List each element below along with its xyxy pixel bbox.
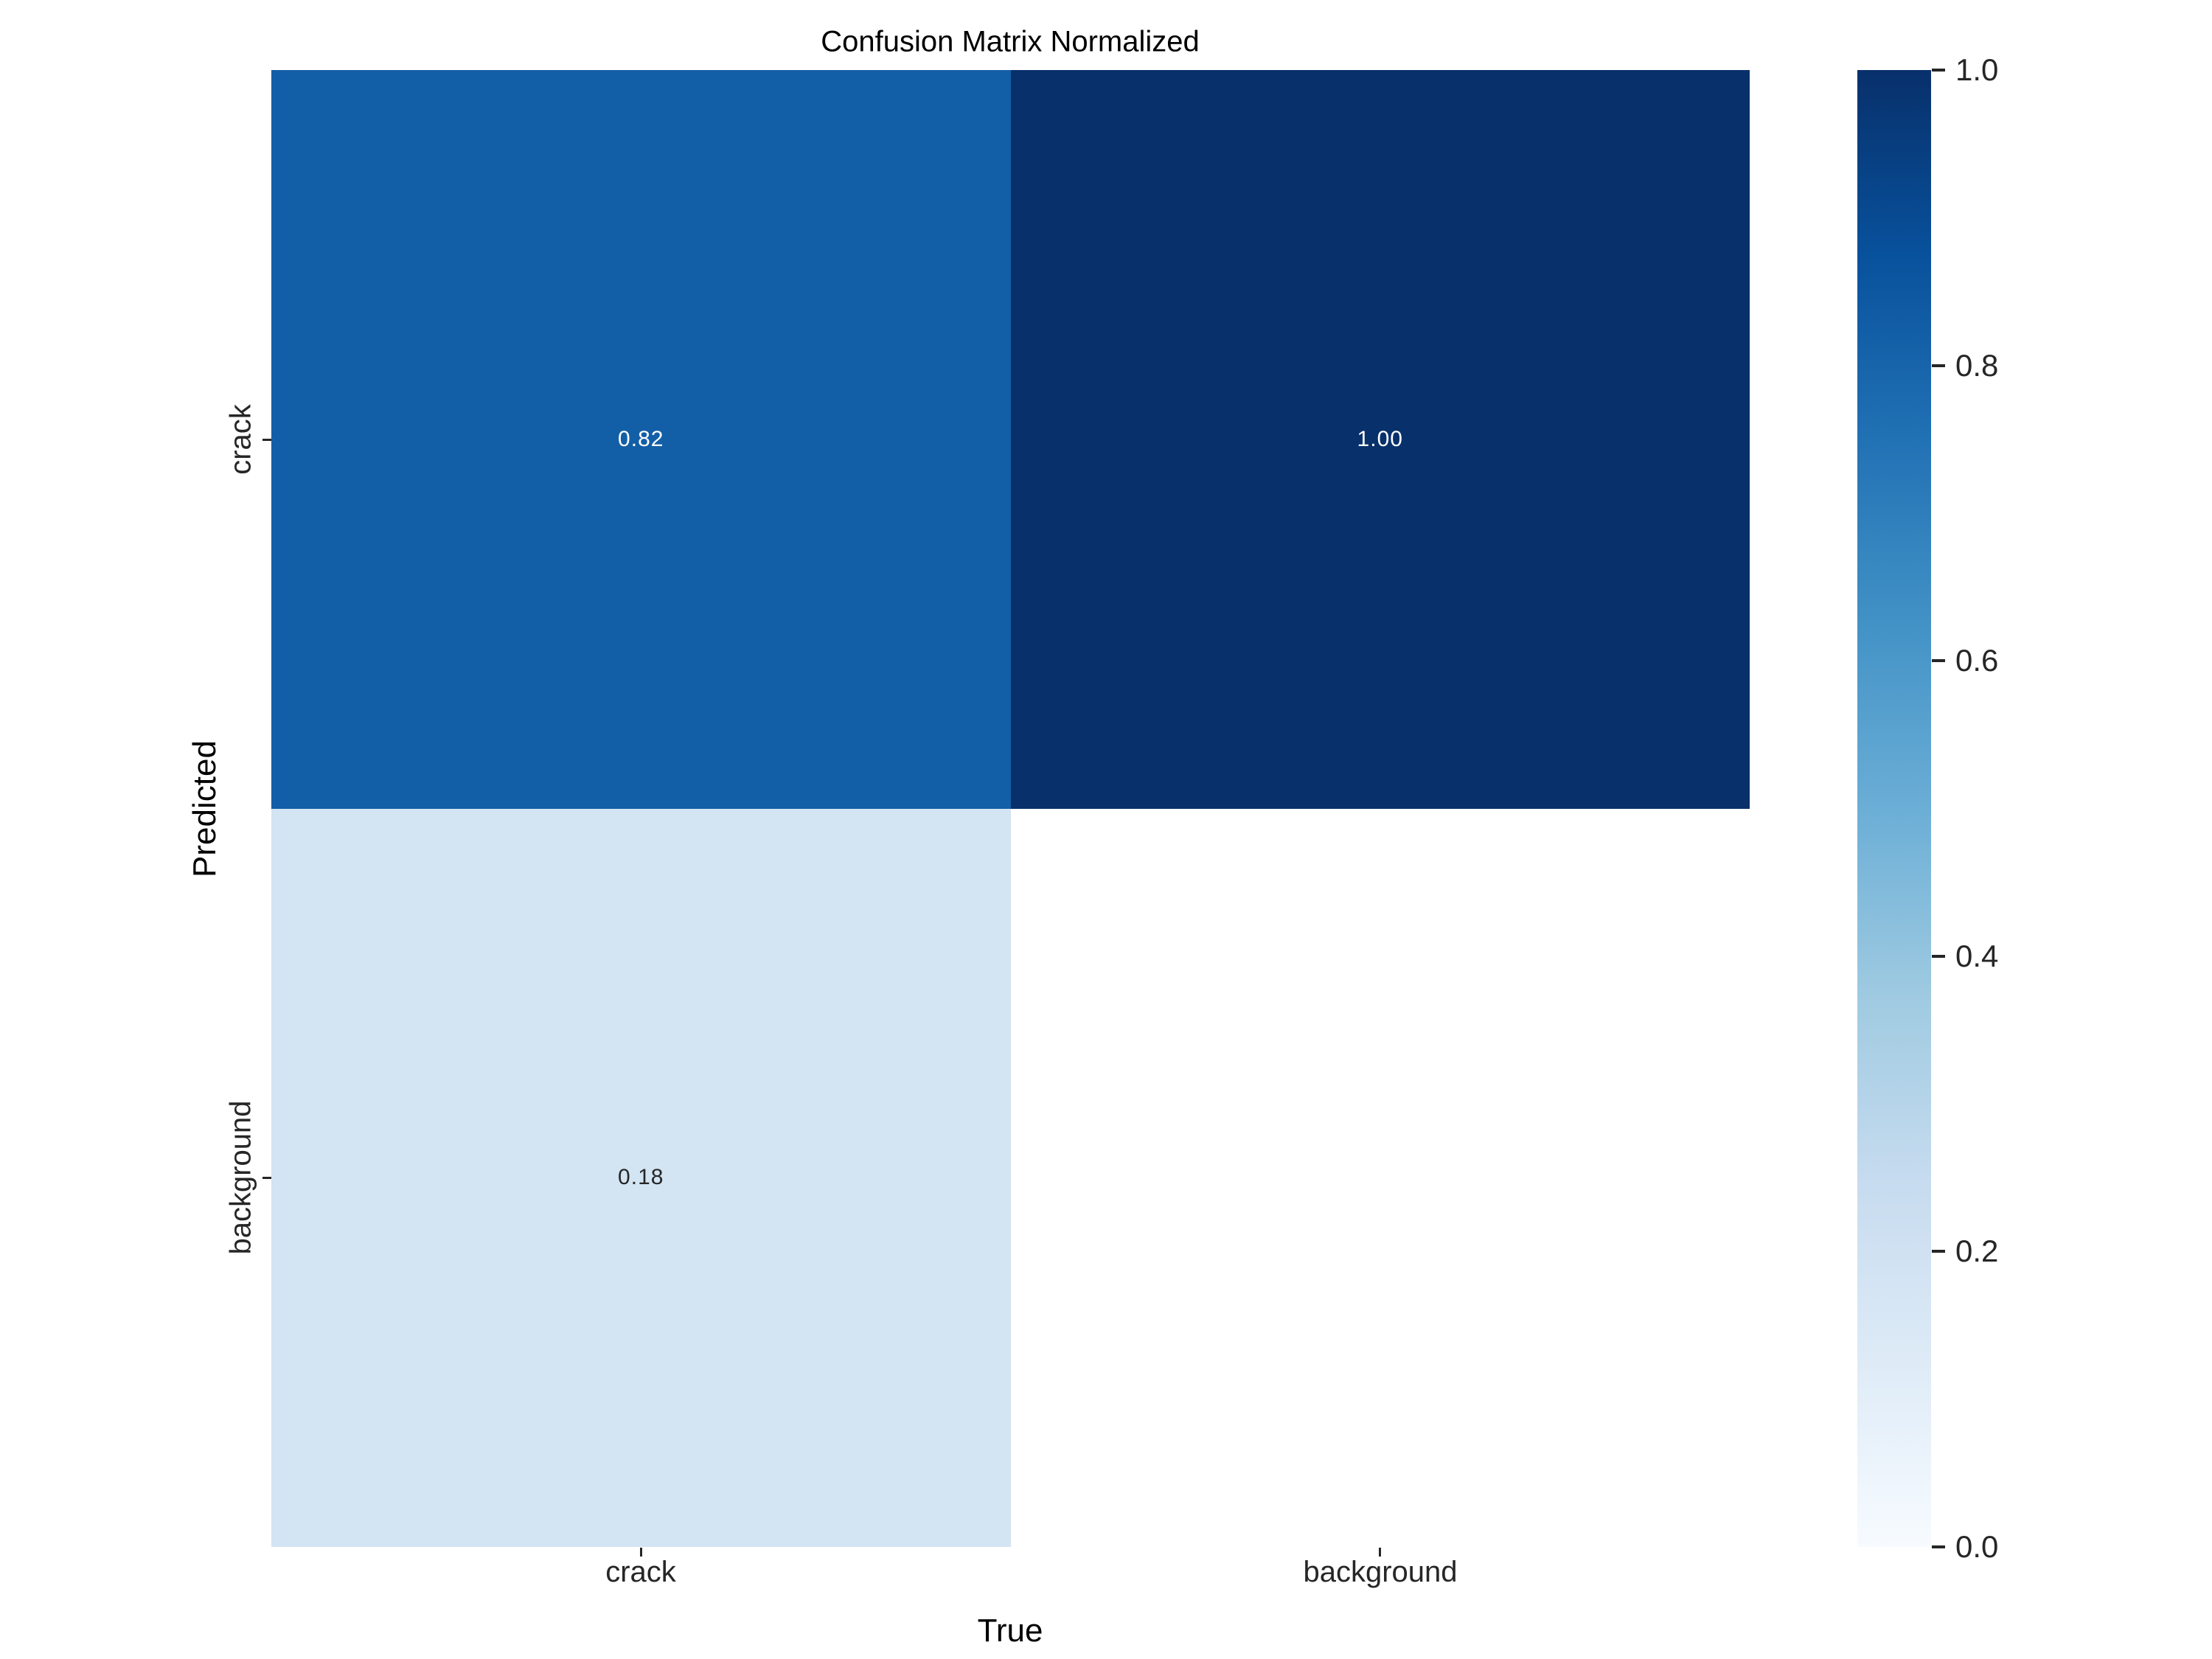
matrix-cell-crack-crack: 0.82 (271, 70, 1011, 809)
colorbar-tick-label: 0.6 (1955, 643, 1999, 678)
matrix-cell-background-background (1010, 808, 1750, 1547)
colorbar-tick-row: 1.0 (1932, 55, 1998, 86)
colorbar-tick-row: 0.0 (1932, 1531, 1998, 1562)
matrix-cell-crack-background: 1.00 (1010, 70, 1750, 809)
colorbar-tick-mark (1932, 1250, 1945, 1253)
y-tick-mark-background (262, 1177, 271, 1179)
colorbar-tick-mark (1932, 955, 1945, 958)
y-tick-label-crack: crack (224, 404, 257, 475)
colorbar-tick-label: 0.4 (1955, 939, 1999, 973)
heatmap: 0.82 1.00 0.18 (271, 70, 1750, 1547)
x-tick-mark-crack (640, 1548, 642, 1557)
colorbar-tick-row: 0.8 (1932, 350, 1998, 381)
matrix-cell-background-crack: 0.18 (271, 808, 1011, 1547)
colorbar-tick-mark (1932, 69, 1945, 72)
y-tick-label-background: background (224, 1100, 257, 1255)
y-axis-label: Predicted (187, 740, 223, 877)
cell-value: 0.18 (618, 1165, 664, 1190)
colorbar-tick-mark (1932, 364, 1945, 367)
x-tick-label-background: background (1303, 1556, 1458, 1588)
colorbar-tick-row: 0.2 (1932, 1236, 1998, 1267)
chart-title: Confusion Matrix Normalized (821, 25, 1200, 58)
x-axis-label: True (977, 1613, 1043, 1649)
colorbar-gradient (1857, 70, 1931, 1547)
cell-value: 0.82 (618, 426, 664, 451)
colorbar-tick-mark (1932, 659, 1945, 662)
colorbar-tick-label: 0.8 (1955, 348, 1999, 383)
cell-value: 1.00 (1357, 426, 1403, 451)
colorbar-tick-row: 0.4 (1932, 941, 1998, 972)
colorbar-tick-mark (1932, 1545, 1945, 1548)
x-tick-label-crack: crack (605, 1556, 676, 1588)
colorbar-tick-row: 0.6 (1932, 645, 1998, 676)
colorbar-tick-label: 0.0 (1955, 1529, 1999, 1564)
x-tick-mark-background (1379, 1548, 1381, 1557)
y-tick-mark-crack (262, 439, 271, 441)
colorbar-tick-label: 1.0 (1955, 52, 1999, 87)
colorbar-tick-label: 0.2 (1955, 1234, 1999, 1268)
